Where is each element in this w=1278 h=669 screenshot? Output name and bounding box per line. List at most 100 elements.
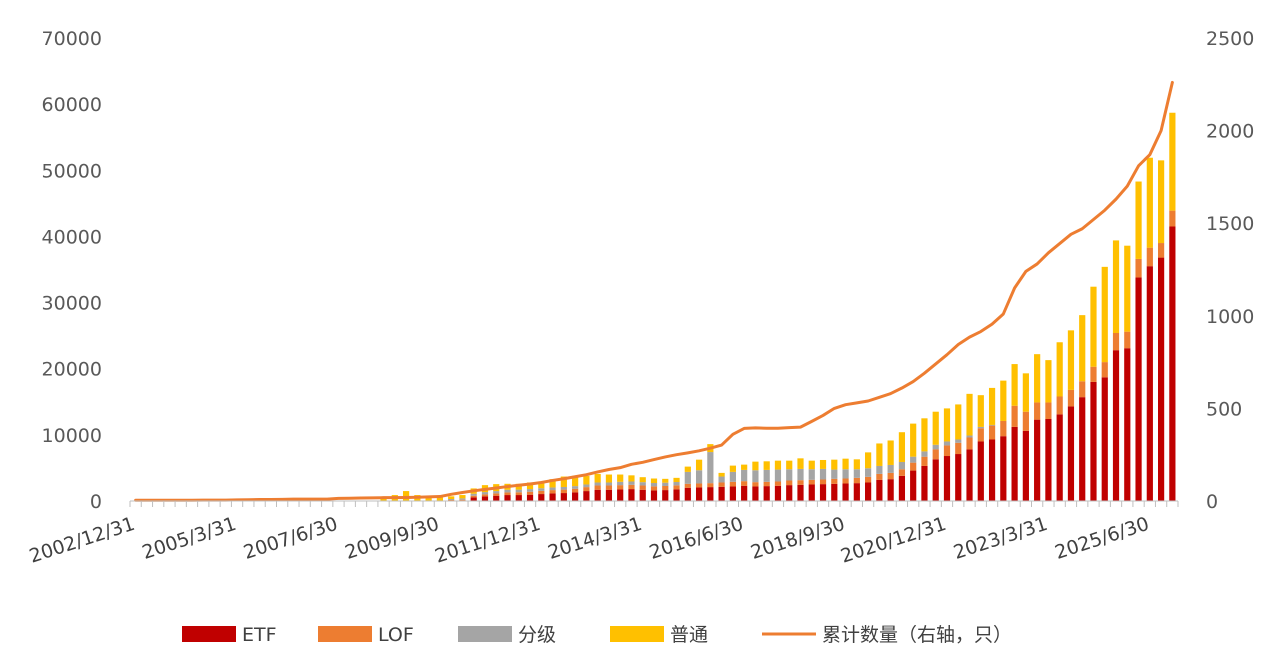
bar-3-79 (1022, 373, 1029, 412)
legend-cumulative: 累计数量（右轴，只） (762, 624, 1012, 646)
bar-0-75 (977, 441, 984, 501)
bar-3-48 (673, 477, 680, 483)
bar-0-42 (605, 489, 613, 501)
bar-1-72 (943, 445, 951, 457)
bar-1-46 (650, 486, 658, 491)
bar-3-35 (526, 482, 534, 490)
bar-2-72 (943, 441, 951, 446)
bar-2-38 (560, 486, 567, 490)
bar-1-69 (910, 462, 917, 471)
bar-1-53 (729, 481, 736, 487)
bar-1-44 (628, 484, 635, 490)
legend-ordinary-label: 普通 (670, 624, 708, 646)
bar-0-37 (549, 493, 556, 501)
bar-1-78 (1011, 405, 1018, 427)
bar-2-39 (572, 486, 579, 489)
bar-2-45 (639, 482, 646, 486)
bar-1-85 (1090, 366, 1097, 382)
y-left-tick-label: 0 (90, 491, 102, 513)
bar-1-39 (572, 488, 579, 493)
x-tick-label: 2025/6/30 (1052, 513, 1151, 564)
bar-0-77 (1000, 436, 1007, 501)
bar-3-84 (1079, 315, 1086, 382)
bar-0-84 (1079, 397, 1086, 501)
bar-2-71 (932, 444, 939, 450)
line-layer (134, 80, 1174, 502)
bar-3-47 (662, 478, 669, 483)
bar-3-67 (887, 440, 894, 465)
bar-0-58 (786, 485, 793, 501)
bar-0-57 (774, 485, 782, 501)
y-left-tick-label: 60000 (42, 94, 102, 116)
bar-3-60 (808, 460, 815, 470)
bar-3-45 (639, 477, 646, 483)
legend-graded-label: 分级 (518, 624, 556, 646)
bar-1-48 (673, 485, 680, 490)
bar-2-30 (470, 493, 477, 496)
bar-1-92 (1169, 210, 1176, 227)
bar-1-51 (707, 483, 714, 488)
bar-2-62 (831, 469, 838, 479)
bar-0-55 (752, 486, 759, 501)
bar-3-78 (1011, 364, 1018, 406)
bar-1-84 (1079, 381, 1086, 398)
bar-3-44 (628, 475, 635, 482)
bar-3-38 (560, 476, 567, 487)
bar-0-35 (526, 494, 534, 501)
bar-1-33 (504, 492, 511, 496)
legend-lof-label: LOF (378, 624, 414, 646)
bar-0-65 (865, 482, 872, 501)
bar-2-73 (955, 439, 962, 443)
bar-3-92 (1169, 112, 1176, 211)
bar-3-40 (583, 475, 590, 485)
bar-1-81 (1045, 402, 1052, 419)
bar-1-56 (763, 481, 770, 487)
bar-1-79 (1022, 411, 1029, 431)
bar-3-62 (831, 459, 838, 470)
bar-3-49 (684, 466, 691, 472)
bar-3-28 (448, 496, 455, 500)
bar-1-58 (786, 480, 793, 486)
bar-0-59 (797, 484, 804, 501)
bars-layer (380, 112, 1176, 501)
bar-3-50 (695, 459, 703, 471)
bar-3-46 (650, 478, 658, 484)
bar-0-33 (504, 495, 511, 501)
y-right-tick-label: 0 (1206, 491, 1218, 513)
bar-3-29 (459, 495, 466, 499)
bar-0-64 (853, 483, 860, 501)
y-right-tick-label: 500 (1206, 398, 1242, 420)
bar-2-61 (819, 468, 827, 480)
bar-3-83 (1067, 330, 1075, 390)
bar-2-50 (695, 470, 703, 484)
bar-3-89 (1135, 181, 1142, 259)
bar-3-55 (752, 461, 759, 471)
bar-2-69 (910, 456, 917, 463)
bar-1-45 (639, 485, 646, 490)
bar-2-48 (673, 482, 680, 486)
bar-2-60 (808, 469, 815, 480)
bar-2-74 (966, 435, 973, 438)
bar-1-91 (1158, 243, 1165, 258)
bar-1-62 (831, 478, 838, 484)
bar-1-38 (560, 489, 567, 494)
bar-1-76 (988, 425, 996, 440)
bar-2-70 (921, 451, 928, 457)
bar-0-30 (470, 497, 477, 501)
bar-3-61 (819, 459, 827, 469)
bar-0-54 (741, 485, 748, 501)
bar-0-91 (1158, 257, 1165, 501)
bar-3-64 (853, 459, 860, 470)
bar-2-75 (977, 426, 984, 429)
bar-0-67 (887, 479, 894, 501)
bar-0-51 (707, 487, 714, 501)
bar-0-78 (1011, 426, 1018, 501)
bar-0-85 (1090, 381, 1097, 501)
bar-1-41 (594, 485, 601, 490)
bar-1-70 (921, 456, 928, 466)
bar-1-40 (583, 487, 590, 492)
bar-1-87 (1112, 333, 1120, 351)
bar-1-68 (898, 469, 906, 476)
bar-1-50 (695, 483, 703, 488)
x-tick-label: 2007/6/30 (241, 513, 340, 564)
